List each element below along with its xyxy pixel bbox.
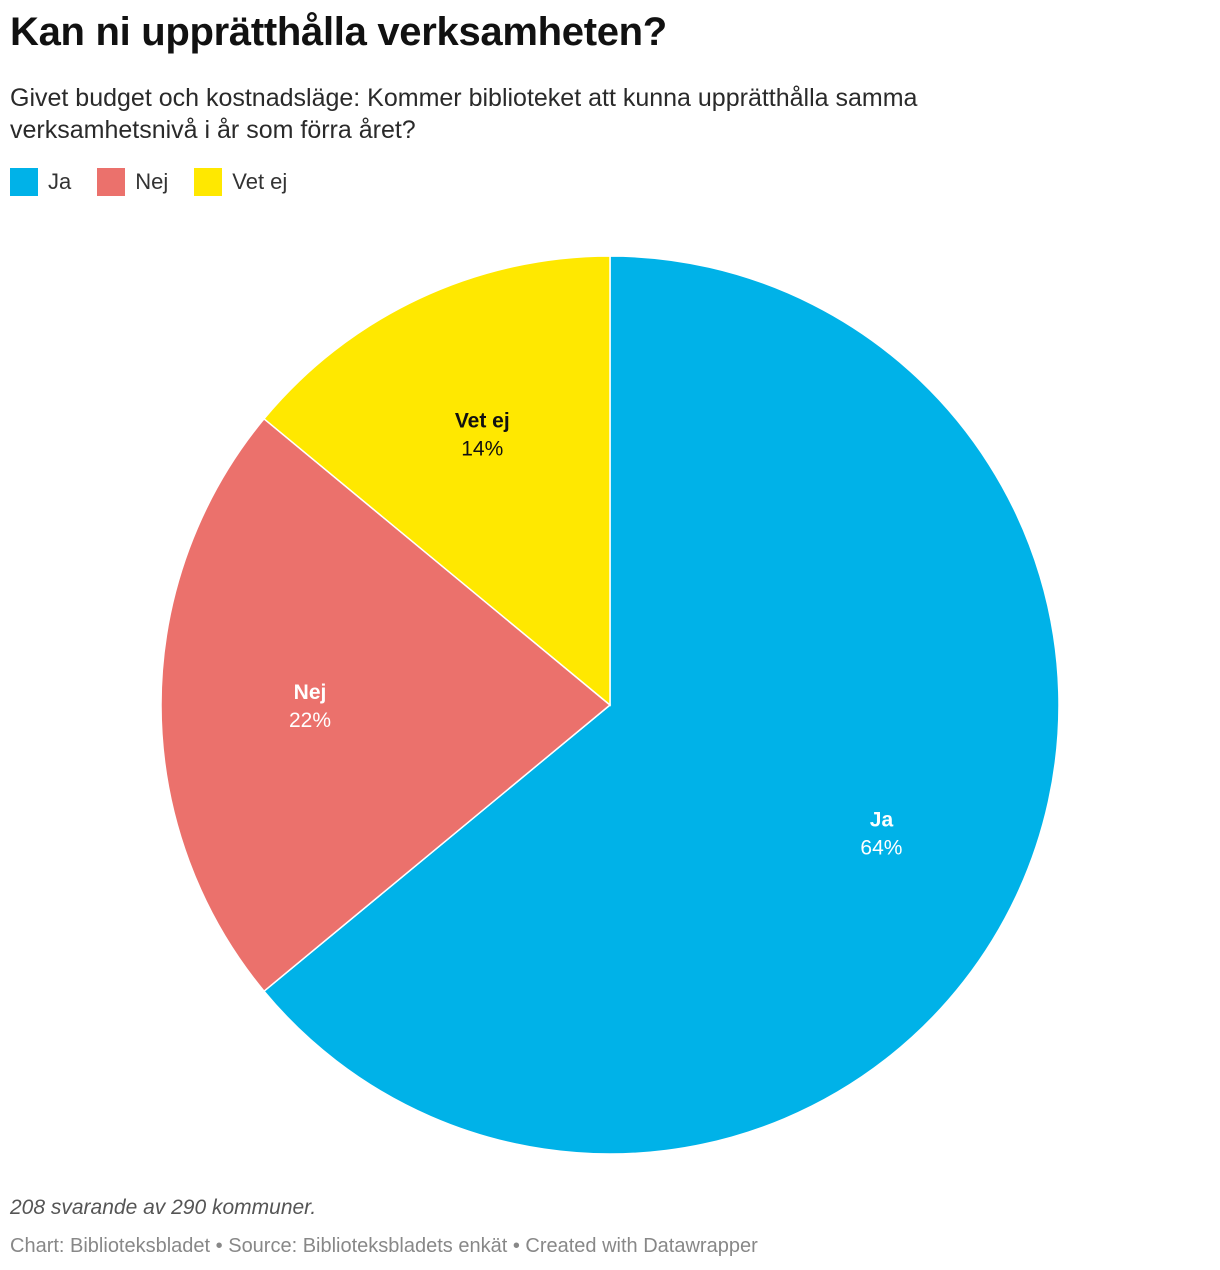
legend-swatch-vet-ej — [194, 168, 223, 196]
legend-item-vet-ej: Vet ej — [194, 168, 287, 196]
pie-slice-ja — [262, 255, 1060, 1155]
slice-label-nej: Nej — [294, 681, 327, 704]
chart-subtitle: Givet budget och kostnadsläge: Kommer bi… — [10, 84, 918, 144]
legend-item-ja: Ja — [10, 168, 71, 196]
chart-note: 208 svarande av 290 kommuner. — [10, 1196, 317, 1219]
pie-slice-vet-ej — [262, 255, 611, 707]
slice-label-vet-ej: Vet ej — [455, 410, 510, 433]
slice-value-ja: 64% — [860, 837, 902, 860]
chart-credits: Chart: Biblioteksbladet • Source: Biblio… — [10, 1235, 758, 1257]
legend-swatch-nej — [97, 168, 126, 196]
pie-slice-nej — [160, 417, 612, 993]
legend-label-ja: Ja — [48, 169, 72, 194]
legend-label-vet-ej: Vet ej — [232, 169, 288, 194]
slice-label-ja: Ja — [870, 809, 894, 832]
legend: Ja Nej Vet ej — [10, 168, 313, 196]
chart-title: Kan ni upprätthålla verksamheten? — [10, 10, 667, 54]
legend-item-nej: Nej — [97, 168, 168, 196]
slice-value-nej: 22% — [289, 709, 331, 732]
legend-label-nej: Nej — [135, 169, 169, 194]
slice-value-vet-ej: 14% — [461, 438, 503, 461]
legend-swatch-ja — [10, 168, 38, 196]
